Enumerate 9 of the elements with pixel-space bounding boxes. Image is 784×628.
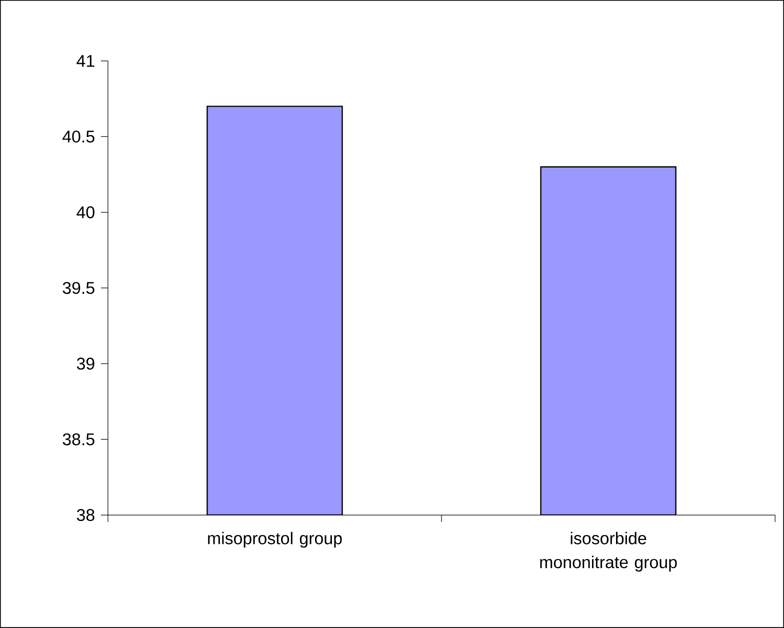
x-tick-label: isosorbide mononitrate group xyxy=(540,532,677,572)
x-tick-label: misoprostol group xyxy=(208,532,342,548)
y-tick-label: 41 xyxy=(76,55,94,67)
y-tick-label: 39.5 xyxy=(62,282,94,294)
y-tick-label: 38 xyxy=(76,509,94,522)
y-tick-label: 40.5 xyxy=(62,130,94,143)
y-tick-label: 38.5 xyxy=(62,433,94,446)
y-tick-label: 40 xyxy=(76,206,94,218)
y-tick-label: 39 xyxy=(76,358,94,370)
